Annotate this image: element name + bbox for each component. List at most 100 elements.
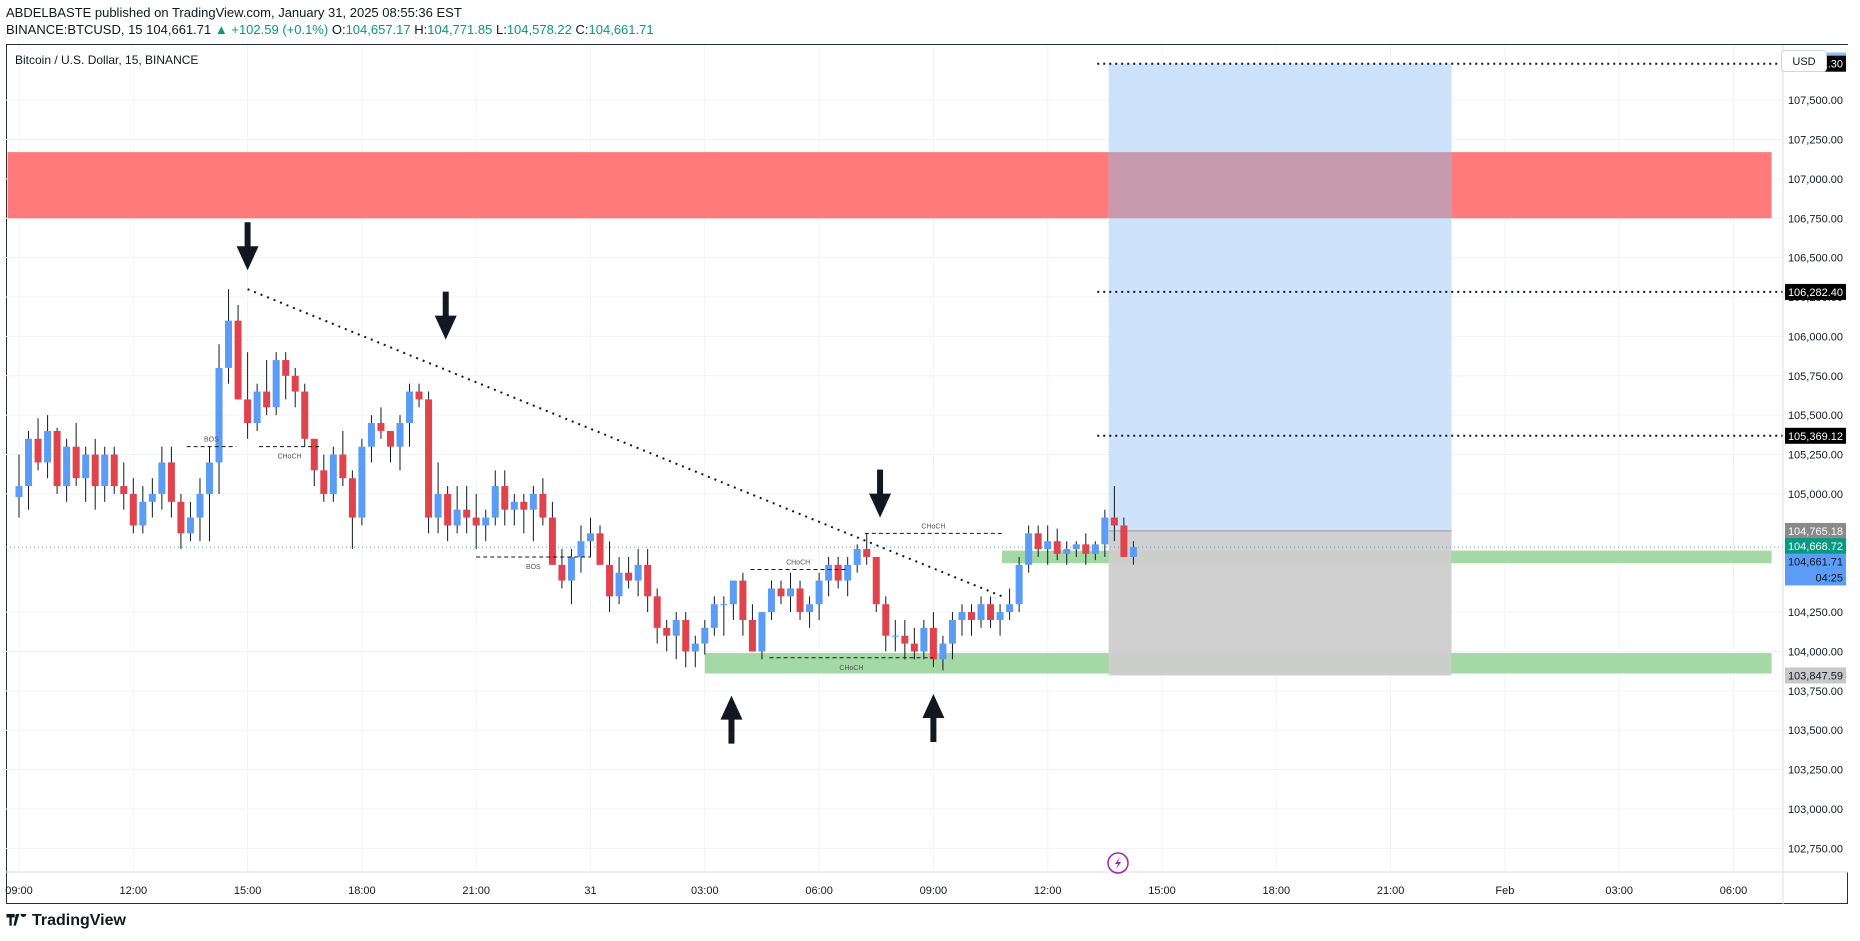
- x-tick-label: 18:00: [1263, 885, 1291, 897]
- price-label-text: 105,369.12: [1788, 431, 1843, 443]
- low-label: L:: [495, 22, 507, 37]
- candle-up: [891, 635, 899, 637]
- x-tick-label: 12:00: [120, 885, 148, 897]
- candle-up: [215, 367, 223, 463]
- last-price: 104,661.71: [146, 22, 212, 37]
- candle-down: [234, 320, 242, 400]
- candle-down: [929, 627, 937, 660]
- candle-up: [729, 580, 737, 605]
- candle-up: [406, 391, 414, 424]
- candle-up: [25, 438, 33, 487]
- close-value: 104,661.71: [588, 22, 654, 37]
- candle-up: [615, 572, 623, 597]
- y-tick-label: 105,750.00: [1788, 371, 1843, 383]
- candle-down: [520, 501, 528, 510]
- arrow-down-icon: [869, 469, 892, 518]
- candle-down: [244, 399, 252, 424]
- arrow-down-icon: [434, 291, 457, 340]
- candle-down: [415, 391, 423, 400]
- candle-down: [625, 572, 633, 581]
- candle-down: [968, 612, 975, 620]
- x-tick-label: 15:00: [234, 885, 262, 897]
- y-tick-label: 103,750.00: [1788, 686, 1843, 698]
- x-tick-label: 31: [584, 885, 596, 897]
- y-tick-label: 104,000.00: [1788, 646, 1843, 658]
- y-tick-label: 107,500.00: [1788, 95, 1843, 107]
- y-tick-label: 103,500.00: [1788, 725, 1843, 737]
- candle-down: [91, 454, 99, 487]
- structure-label: CHoCH: [921, 523, 945, 530]
- arrow-up-icon: [720, 695, 743, 744]
- tradingview-brand[interactable]: TradingView: [6, 912, 126, 930]
- x-tick-label: 15:00: [1148, 885, 1176, 897]
- candle-up: [253, 391, 261, 424]
- y-tick-label: 106,500.00: [1788, 253, 1843, 265]
- candle-down: [53, 430, 61, 487]
- candle-down: [472, 517, 480, 526]
- tradingview-logo-icon: [6, 914, 27, 926]
- candle-up: [996, 612, 1004, 620]
- candle-down: [425, 399, 433, 518]
- price-label-box: [1785, 667, 1846, 684]
- candle-up: [367, 423, 375, 447]
- candle-down: [548, 517, 556, 565]
- y-tick-label: 107,000.00: [1788, 174, 1843, 186]
- y-tick-label: 107,250.00: [1788, 135, 1843, 147]
- candle-up: [853, 549, 861, 565]
- candle-down: [539, 493, 547, 518]
- candle-up: [158, 462, 166, 494]
- zone-overlap: [1108, 152, 1452, 219]
- candle-down: [1053, 541, 1061, 554]
- y-tick-label: 105,000.00: [1788, 489, 1843, 501]
- candle-up: [1101, 517, 1109, 545]
- candle-down: [910, 643, 918, 652]
- x-tick-label: 06:00: [805, 885, 833, 897]
- candle-down: [1034, 533, 1042, 550]
- price-label-box: [1785, 569, 1846, 586]
- candle-down: [110, 454, 118, 487]
- candle-up: [139, 501, 147, 526]
- candle-up: [1015, 564, 1023, 605]
- candle-up: [44, 430, 52, 463]
- candle-up: [329, 454, 337, 494]
- candle-down: [301, 391, 309, 439]
- candle-down: [177, 501, 185, 534]
- y-tick-label: 106,750.00: [1788, 213, 1843, 225]
- x-tick-label: 18:00: [348, 885, 376, 897]
- price-label-text: 104,668.72: [1788, 541, 1843, 553]
- candle-up: [491, 486, 499, 518]
- candle-up: [806, 604, 814, 613]
- candle-up: [101, 454, 109, 487]
- close-label: C:: [575, 22, 589, 37]
- candle-down: [596, 533, 604, 565]
- open-label: O:: [331, 22, 346, 37]
- candle-down: [663, 627, 671, 636]
- candle-down: [320, 470, 328, 494]
- price-label-box: [1785, 522, 1846, 539]
- x-tick-label: 12:00: [1034, 885, 1062, 897]
- candle-up: [510, 501, 518, 510]
- currency-button[interactable]: USD: [1781, 50, 1827, 72]
- chart-header: ABDELBASTE published on TradingView.com,…: [6, 4, 654, 38]
- candle-up: [939, 643, 947, 660]
- x-tick-label: 06:00: [1720, 885, 1748, 897]
- candle-up: [1044, 541, 1052, 550]
- candle-up: [225, 320, 233, 368]
- candle-up: [196, 493, 204, 518]
- price-label-text: 104,765.18: [1788, 526, 1843, 538]
- candle-down: [1082, 544, 1090, 554]
- candle-up: [958, 612, 966, 620]
- candle-up: [691, 643, 699, 652]
- candle-down: [34, 438, 42, 463]
- candle-down: [606, 564, 614, 597]
- candle-up: [1063, 549, 1071, 554]
- candle-down: [72, 446, 80, 479]
- arrow-down-icon: [236, 222, 259, 271]
- open-value: 104,657.17: [345, 22, 411, 37]
- candle-down: [377, 423, 385, 431]
- candle-down: [463, 509, 471, 518]
- candle-down: [120, 486, 128, 494]
- candle-up: [1025, 533, 1033, 565]
- candle-down: [291, 375, 299, 392]
